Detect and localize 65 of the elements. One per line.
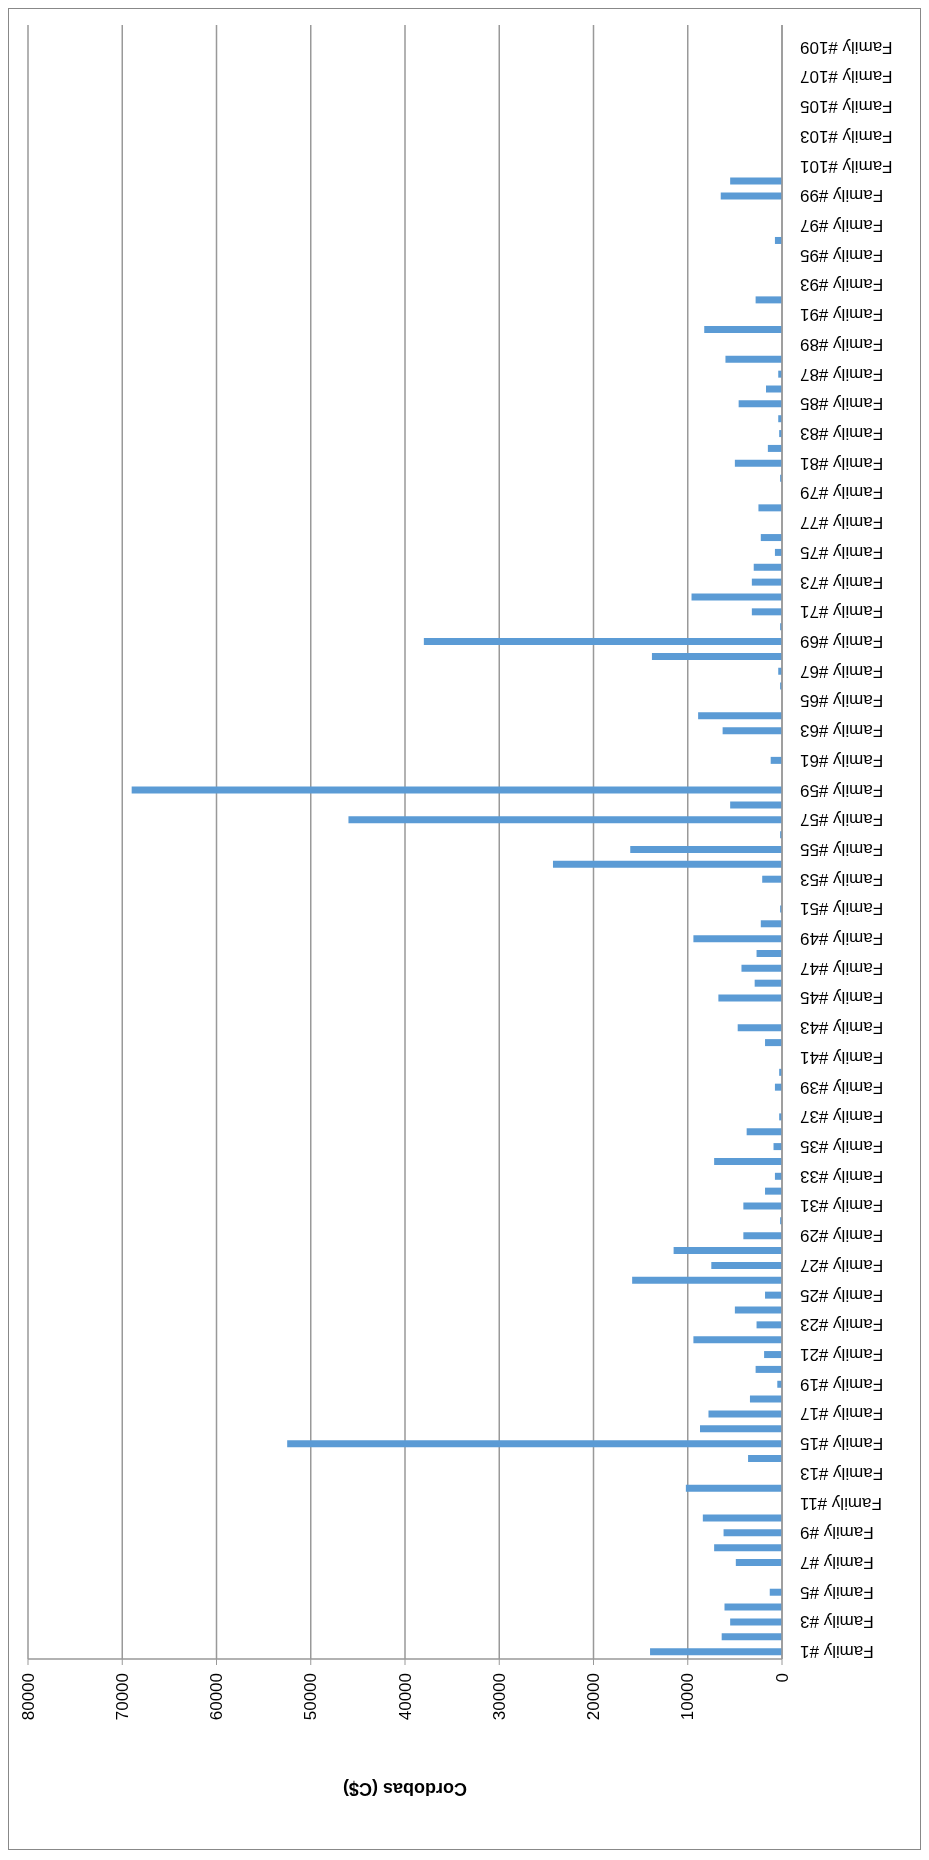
y-tick-label: Family #45 xyxy=(800,988,884,1008)
y-tick-label: Family #9 xyxy=(800,1523,874,1543)
y-tick-label: Family #99 xyxy=(800,186,884,206)
y-tick-label: Family #65 xyxy=(800,691,884,711)
y-tick-label: Family #75 xyxy=(800,542,884,562)
y-tick-label: Family #39 xyxy=(800,1077,884,1097)
y-tick-label: Family #63 xyxy=(800,721,884,741)
y-tick-label: Family #71 xyxy=(800,602,884,622)
x-axis-title: Cordobas (C$) xyxy=(342,1779,468,1799)
y-tick-label: Family #109 xyxy=(800,37,893,57)
y-tick-label: Family #79 xyxy=(800,483,884,503)
y-tick-label: Family #43 xyxy=(800,1018,884,1038)
y-tick-label: Family #35 xyxy=(800,1137,884,1157)
y-tick-label: Family #37 xyxy=(800,1107,884,1127)
y-tick-label: Family #97 xyxy=(800,216,884,236)
y-tick-label: Family #85 xyxy=(800,394,884,414)
y-tick-label: Family #91 xyxy=(800,305,884,325)
y-tick-label: Family #53 xyxy=(800,869,884,889)
y-tick-label: Family #73 xyxy=(800,572,884,592)
y-tick-label: Family #27 xyxy=(800,1255,884,1275)
y-tick-label: Family #49 xyxy=(800,929,884,949)
y-tick-label: Family #77 xyxy=(800,513,884,533)
y-tick-label: Family #101 xyxy=(800,156,893,176)
y-tick-label: Family #87 xyxy=(800,364,884,384)
y-tick-label: Family #103 xyxy=(800,126,893,146)
y-tick-label: Family #57 xyxy=(800,810,884,830)
x-tick-label: 60000 xyxy=(207,1673,226,1721)
x-tick-label: 40000 xyxy=(395,1673,415,1721)
y-tick-label: Family #105 xyxy=(800,97,893,117)
y-tick-label: Family #81 xyxy=(800,453,884,473)
y-tick-label: Family #17 xyxy=(800,1404,884,1424)
x-tick-label: 30000 xyxy=(489,1673,509,1721)
y-tick-label: Family #15 xyxy=(800,1434,884,1454)
y-tick-label: Family #51 xyxy=(800,899,884,919)
x-tick-label: 10000 xyxy=(678,1673,698,1721)
y-tick-label: Family #107 xyxy=(800,67,893,87)
y-tick-label: Family #29 xyxy=(800,1226,884,1246)
y-tick-label: Family #67 xyxy=(800,661,884,681)
y-tick-label: Family #59 xyxy=(800,780,884,800)
x-tick-label: 20000 xyxy=(584,1673,603,1721)
y-tick-label: Family #11 xyxy=(800,1493,882,1513)
x-tick-label: 0 xyxy=(772,1673,792,1683)
x-tick-label: 50000 xyxy=(301,1673,321,1721)
y-tick-label: Family #33 xyxy=(800,1166,884,1186)
y-tick-label: Family #31 xyxy=(800,1196,884,1216)
y-tick-label: Family #93 xyxy=(800,275,884,295)
y-tick-label: Family #23 xyxy=(800,1315,884,1335)
y-tick-label: Family #61 xyxy=(800,750,884,770)
y-tick-label: Family #83 xyxy=(800,424,884,443)
y-tick-label: Family #25 xyxy=(800,1285,884,1305)
y-tick-label: Family #95 xyxy=(800,245,884,265)
x-tick-label: 80000 xyxy=(18,1673,38,1721)
y-tick-label: Family #41 xyxy=(800,1047,884,1067)
y-tick-label: Family #5 xyxy=(800,1582,874,1602)
y-tick-label: Family #55 xyxy=(800,839,884,859)
y-tick-label: Family #19 xyxy=(800,1374,884,1394)
y-tick-label: Family #21 xyxy=(800,1344,884,1364)
y-tick-label: Family #3 xyxy=(800,1612,874,1632)
y-tick-label: Family #69 xyxy=(800,631,884,651)
y-tick-label: Family #47 xyxy=(800,958,884,978)
y-tick-label: Family #89 xyxy=(800,334,884,354)
y-tick-label: Family #13 xyxy=(800,1463,884,1483)
x-tick-label: 70000 xyxy=(112,1673,132,1721)
y-tick-label: Family #1 xyxy=(800,1642,874,1662)
y-tick-label: Family #7 xyxy=(800,1552,874,1572)
